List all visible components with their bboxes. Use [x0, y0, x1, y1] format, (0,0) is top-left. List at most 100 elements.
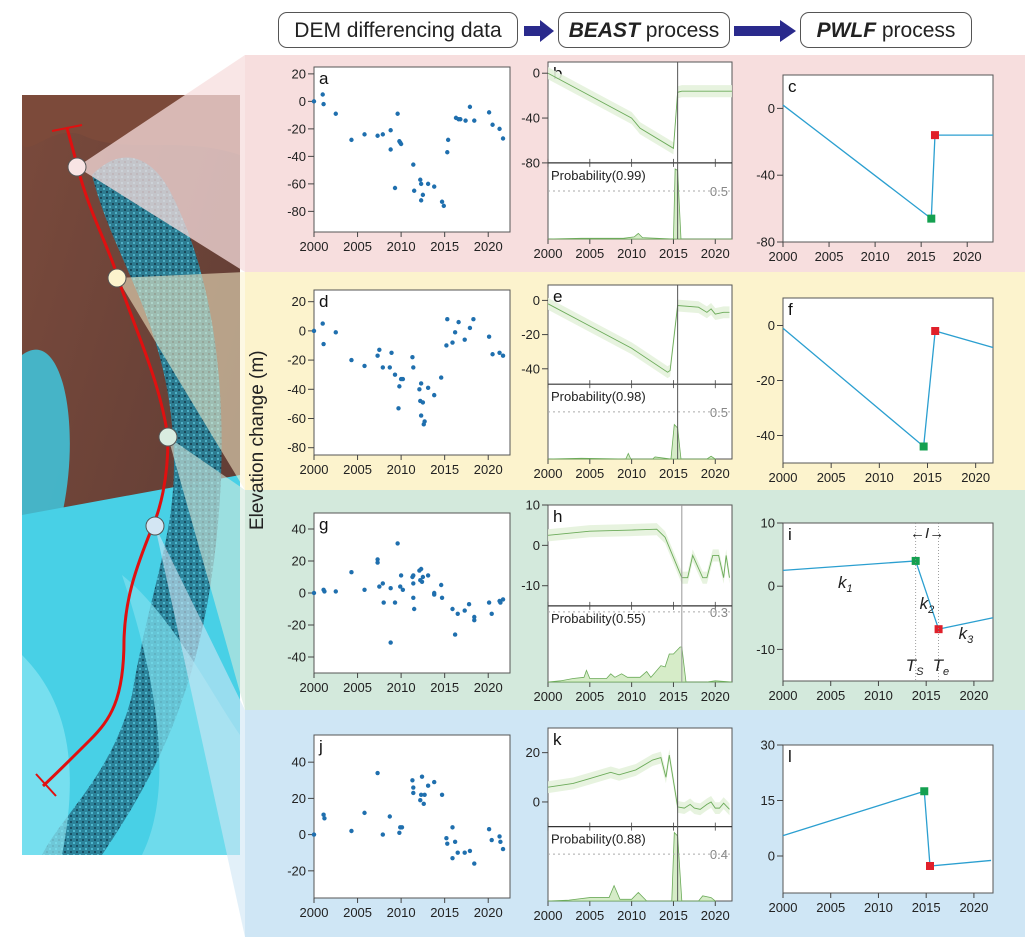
x-tick-label: 2015	[659, 246, 688, 261]
data-point	[321, 101, 326, 107]
data-point	[452, 330, 458, 335]
data-point	[497, 834, 502, 839]
data-point	[388, 147, 393, 152]
data-point	[389, 350, 394, 355]
step-beast-process: BEAST process	[558, 12, 730, 48]
data-point	[418, 798, 423, 803]
data-point	[467, 104, 473, 110]
data-point	[362, 363, 367, 369]
x-tick-label: 2010	[865, 470, 894, 485]
data-point	[411, 790, 416, 796]
x-tick-label: 2000	[300, 680, 329, 695]
probability-curve	[547, 423, 717, 460]
data-point	[489, 837, 494, 843]
y-tick-label: -80	[287, 440, 306, 455]
y-tick-label: -80	[521, 155, 540, 170]
y-tick-label: -40	[287, 650, 306, 665]
data-point	[472, 118, 477, 123]
x-tick-label: 2000	[769, 470, 798, 485]
x-tick-label: 2020	[701, 466, 730, 481]
data-point	[444, 836, 449, 841]
x-tick-label: 2010	[617, 908, 646, 923]
x-tick-label: 2010	[864, 900, 893, 915]
data-point	[422, 419, 427, 424]
x-tick-label: 2005	[816, 900, 845, 915]
data-point	[445, 150, 450, 155]
piecewise-fit-line	[782, 327, 994, 448]
x-tick-label: 2000	[769, 900, 798, 915]
y-tick-label: 20	[526, 745, 540, 760]
data-point	[500, 597, 506, 602]
x-tick-label: 2015	[912, 900, 941, 915]
data-point	[377, 347, 382, 353]
chart-panel-j: 2000 2005 2010 2015 2020 40 20 0 -20 j	[287, 734, 511, 920]
data-point	[411, 573, 416, 578]
data-point	[452, 632, 458, 637]
panel-label: k	[553, 730, 562, 749]
data-point	[438, 582, 444, 588]
data-point	[486, 110, 492, 115]
x-tick-label: 2000	[300, 905, 329, 920]
data-point	[500, 846, 506, 852]
data-point	[392, 185, 398, 191]
probability-reference-label: 0.4	[710, 847, 728, 862]
y-tick-label: 0	[299, 323, 306, 338]
y-tick-label: -20	[756, 373, 775, 388]
data-point	[362, 810, 367, 816]
data-point	[462, 850, 467, 855]
panel-label: e	[553, 287, 562, 306]
x-tick-label: 2005	[575, 689, 604, 704]
x-tick-label: 2010	[387, 680, 416, 695]
data-point	[380, 581, 386, 586]
x-tick-label: 2010	[387, 462, 416, 477]
data-point	[388, 586, 393, 591]
x-tick-label: 2000	[769, 688, 798, 703]
y-tick-label: -10	[756, 642, 775, 657]
data-point	[455, 850, 460, 855]
piecewise-fit-line	[782, 790, 992, 867]
x-tick-label: 2005	[815, 249, 844, 264]
data-point	[500, 136, 506, 141]
data-point	[497, 350, 502, 355]
y-tick-label: 0	[768, 318, 775, 333]
plot-area	[782, 74, 994, 243]
uncertainty-band	[548, 297, 730, 379]
data-point	[425, 385, 431, 391]
data-point	[418, 381, 424, 386]
x-tick-label: 2005	[343, 239, 372, 254]
y-tick-label: 0	[533, 293, 540, 308]
x-tick-label: 2010	[861, 249, 890, 264]
data-point	[381, 600, 386, 605]
plot-area	[313, 66, 511, 233]
data-point	[397, 830, 402, 835]
y-tick-label: 0	[299, 827, 306, 842]
data-point	[450, 855, 455, 861]
chart-panel-c: 2000 2005 2010 2015 2020 0 -40 -80 c	[756, 74, 994, 264]
annotation-interval: ←I→	[910, 525, 944, 542]
data-point	[397, 384, 402, 389]
step-beast-bold: BEAST	[568, 19, 640, 42]
annotation-k1: k1	[838, 573, 853, 595]
data-point	[311, 328, 317, 334]
data-point	[498, 839, 503, 845]
step-dem-label: DEM differencing data	[294, 19, 502, 42]
data-point	[349, 137, 354, 143]
y-tick-label: -80	[756, 235, 775, 250]
chart-panel-i: 2000 2005 2010 2015 2020 10 0 -10 i k1 k2 k3 TS Te ←I→	[756, 516, 994, 703]
data-point	[490, 352, 495, 357]
data-point	[418, 792, 424, 797]
step-dem-differencing: DEM differencing data	[278, 12, 518, 48]
data-point	[396, 406, 401, 411]
y-tick-label: -40	[521, 361, 540, 376]
data-point	[421, 801, 426, 807]
arrow-right-icon	[734, 20, 796, 42]
data-point	[400, 587, 406, 592]
data-point	[375, 133, 380, 138]
y-tick-label: 30	[761, 738, 775, 753]
x-tick-label: 2015	[907, 249, 936, 264]
probability-label: Probability(0.98)	[551, 389, 646, 404]
y-tick-label: -80	[287, 204, 306, 219]
data-point	[425, 181, 431, 187]
data-point	[410, 778, 415, 783]
data-point	[320, 321, 325, 326]
